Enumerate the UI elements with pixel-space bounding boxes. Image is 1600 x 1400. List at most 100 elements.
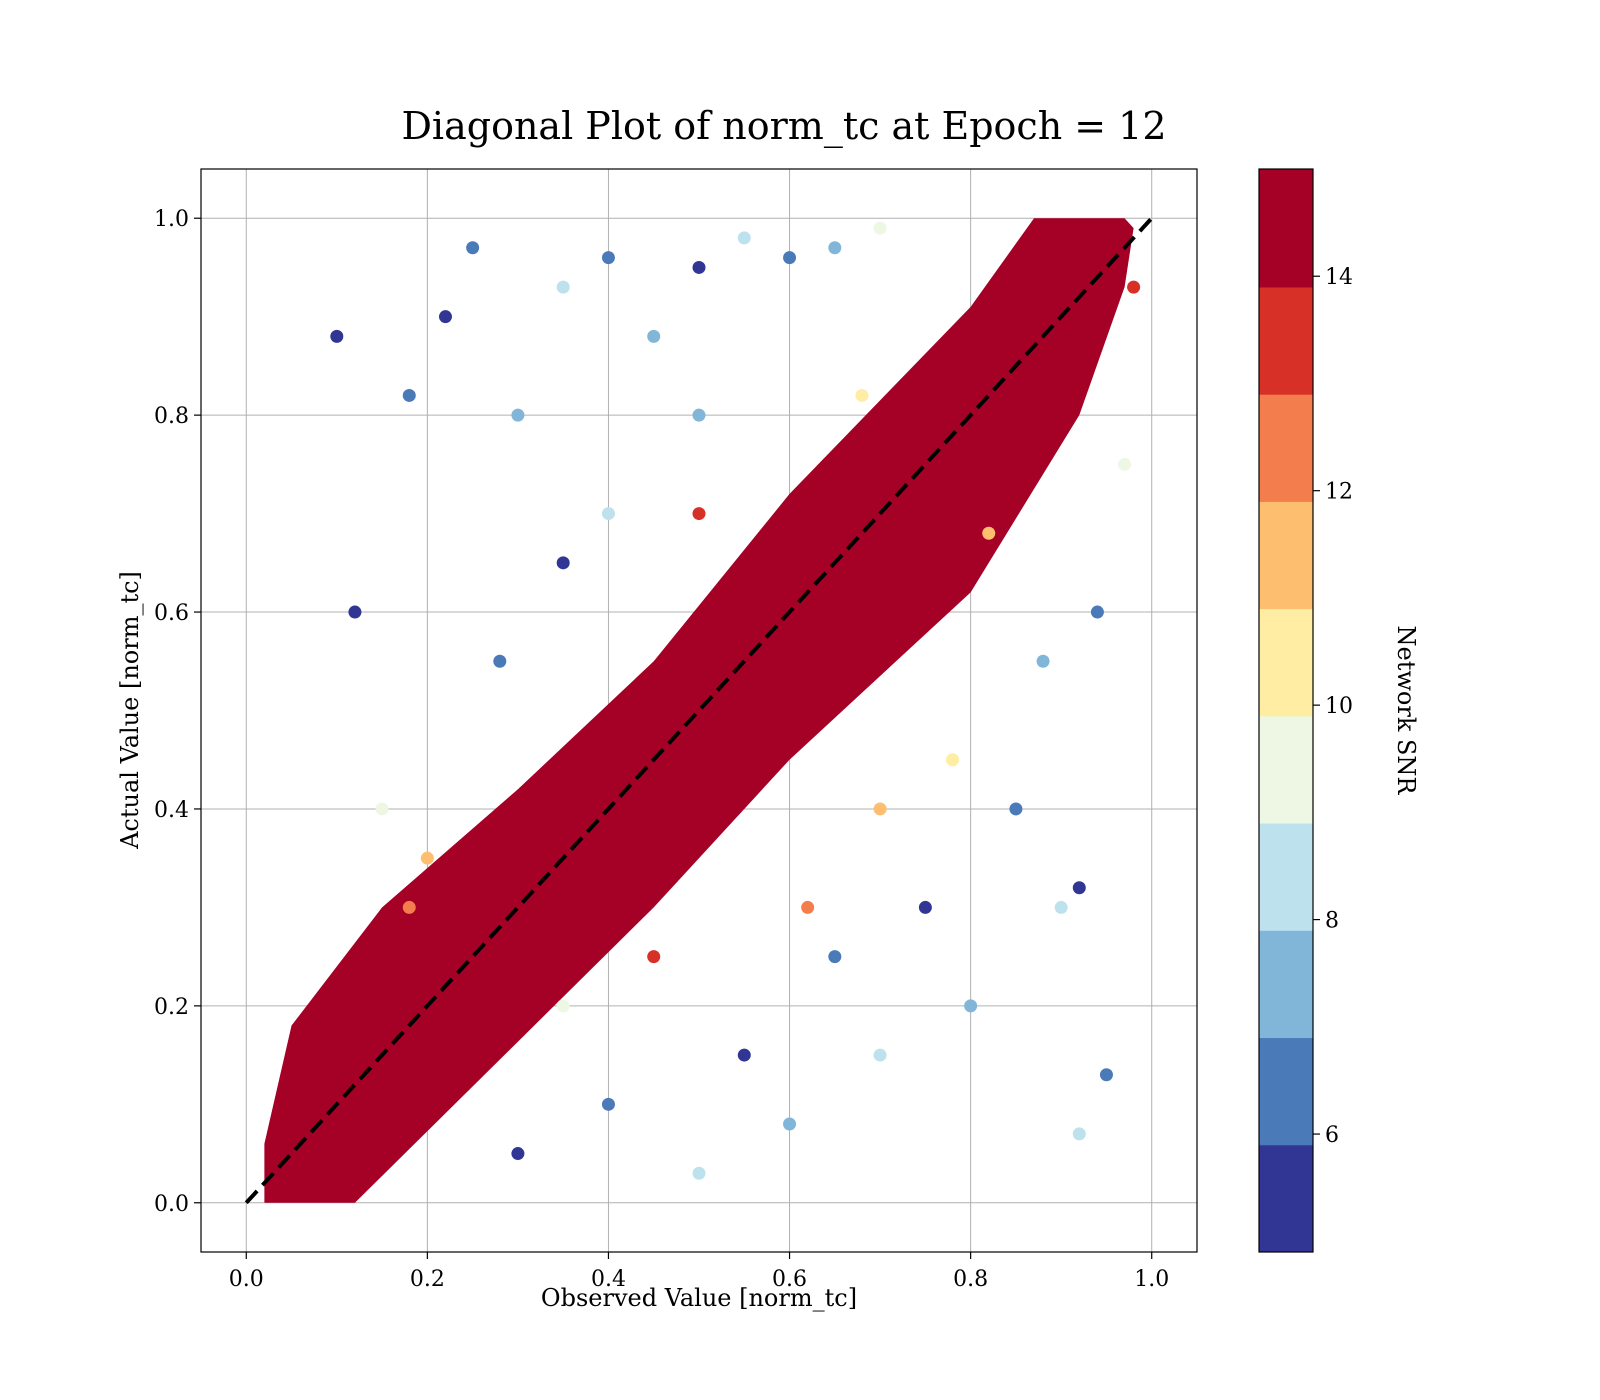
scatter-point xyxy=(647,329,661,343)
scatter-point xyxy=(601,792,615,806)
scatter-point xyxy=(1072,881,1086,895)
scatter-point xyxy=(918,900,932,914)
scatter-point xyxy=(1099,270,1113,284)
scatter-point xyxy=(964,398,978,412)
scatter-point xyxy=(511,408,525,422)
scatter-point xyxy=(402,388,416,402)
scatter-point xyxy=(420,1009,434,1023)
scatter-point xyxy=(946,753,960,767)
scatter-point xyxy=(556,280,570,294)
scatter-point xyxy=(692,408,706,422)
x-axis-ticks: 0.0 0.2 0.4 0.6 0.8 1.0 xyxy=(229,1252,1169,1292)
scatter-point xyxy=(601,1097,615,1111)
scatter-point xyxy=(466,241,480,255)
scatter-point xyxy=(511,1147,525,1161)
plot-frame xyxy=(200,168,1198,1253)
scatter-point xyxy=(330,329,344,343)
scatter-point xyxy=(601,507,615,521)
scatter-point xyxy=(692,507,706,521)
scatter-point xyxy=(737,231,751,245)
scatter-point xyxy=(1054,900,1068,914)
scatter-point xyxy=(692,1166,706,1180)
colorbar-band xyxy=(1259,823,1313,931)
scatter-point xyxy=(1127,280,1141,294)
scatter-points xyxy=(264,218,1141,1203)
x-tick-label: 1.0 xyxy=(1134,1267,1169,1292)
scatter-point xyxy=(556,861,570,875)
scatter-point xyxy=(737,644,751,658)
y-tick-label: 1.0 xyxy=(154,207,189,232)
scatter-point xyxy=(1036,654,1050,668)
scatter-point xyxy=(375,1058,389,1072)
scatter-point xyxy=(783,615,797,629)
scatter-point xyxy=(647,950,661,964)
scatter-point xyxy=(828,950,842,964)
colorbar-tick-label: 14 xyxy=(1325,265,1353,290)
colorbar-tick-label: 10 xyxy=(1325,694,1353,719)
scatter-point xyxy=(438,310,452,324)
scatter-point xyxy=(647,763,661,777)
scatter-point xyxy=(982,526,996,540)
scatter-point xyxy=(783,251,797,265)
colorbar-band xyxy=(1259,1037,1313,1146)
scatter-point xyxy=(466,959,480,973)
scatter-point xyxy=(1072,1127,1086,1141)
scatter-point xyxy=(737,1048,751,1062)
y-tick-label: 0.6 xyxy=(154,601,189,626)
scatter-point xyxy=(801,900,815,914)
reference-diagonal-line xyxy=(244,216,1154,1205)
x-tick-label: 0.8 xyxy=(953,1267,988,1292)
scatter-point xyxy=(420,851,434,865)
colorbar-ticks: 6 8 10 12 14 xyxy=(1313,265,1353,1148)
scatter-point xyxy=(783,1117,797,1131)
scatter-point xyxy=(964,999,978,1013)
y-tick-label: 0.4 xyxy=(154,798,189,823)
x-tick-label: 0.2 xyxy=(410,1267,445,1292)
scatter-point xyxy=(873,1048,887,1062)
scatter-point xyxy=(1099,1068,1113,1082)
y-axis-label: Actual Value [norm_tc] xyxy=(116,571,144,850)
colorbar-frame xyxy=(1258,168,1314,1253)
colorbar-band xyxy=(1259,930,1313,1039)
scatter-point xyxy=(330,1117,344,1131)
x-tick-label: 0.4 xyxy=(591,1267,626,1292)
scatter-point xyxy=(1118,457,1132,471)
scatter-point xyxy=(285,1166,299,1180)
colorbar-band xyxy=(1259,1144,1313,1253)
y-axis-ticks: 0.0 0.2 0.4 0.6 0.8 1.0 xyxy=(154,207,201,1217)
scatter-point xyxy=(1090,605,1104,619)
colorbar-band xyxy=(1259,715,1313,824)
x-tick-label: 0.0 xyxy=(229,1267,264,1292)
scatter-point xyxy=(348,605,362,619)
colorbar-tick-label: 6 xyxy=(1325,1123,1339,1148)
colorbar-tick-label: 12 xyxy=(1325,480,1353,505)
scatter-point xyxy=(873,221,887,235)
scatter-point xyxy=(1009,802,1023,816)
scatter-point xyxy=(692,260,706,274)
scatter-point xyxy=(402,900,416,914)
colorbar-band xyxy=(1259,501,1313,610)
y-tick-label: 0.2 xyxy=(154,995,189,1020)
scatter-point xyxy=(855,388,869,402)
scatter-point xyxy=(918,467,932,481)
colorbar-tick-label: 8 xyxy=(1325,909,1339,934)
colorbar-band xyxy=(1259,608,1313,717)
y-tick-label: 0.8 xyxy=(154,404,189,429)
y-tick-label: 0.0 xyxy=(154,1192,189,1217)
scatter-point xyxy=(556,999,570,1013)
scatter-point xyxy=(828,241,842,255)
colorbar-band xyxy=(1259,286,1313,395)
chart-title: Diagonal Plot of norm_tc at Epoch = 12 xyxy=(401,104,1166,149)
scatter-point xyxy=(873,802,887,816)
scatter-point xyxy=(556,556,570,570)
x-tick-label: 0.6 xyxy=(772,1267,807,1292)
colorbar-label: Network SNR xyxy=(1392,626,1420,796)
colorbar-band xyxy=(1259,394,1313,502)
scatter-point xyxy=(601,251,615,265)
x-axis-label: Observed Value [norm_tc] xyxy=(541,1284,857,1312)
scatter-point xyxy=(375,802,389,816)
colorbar xyxy=(1259,169,1313,1253)
scatter-point xyxy=(493,654,507,668)
colorbar-band xyxy=(1259,169,1313,288)
